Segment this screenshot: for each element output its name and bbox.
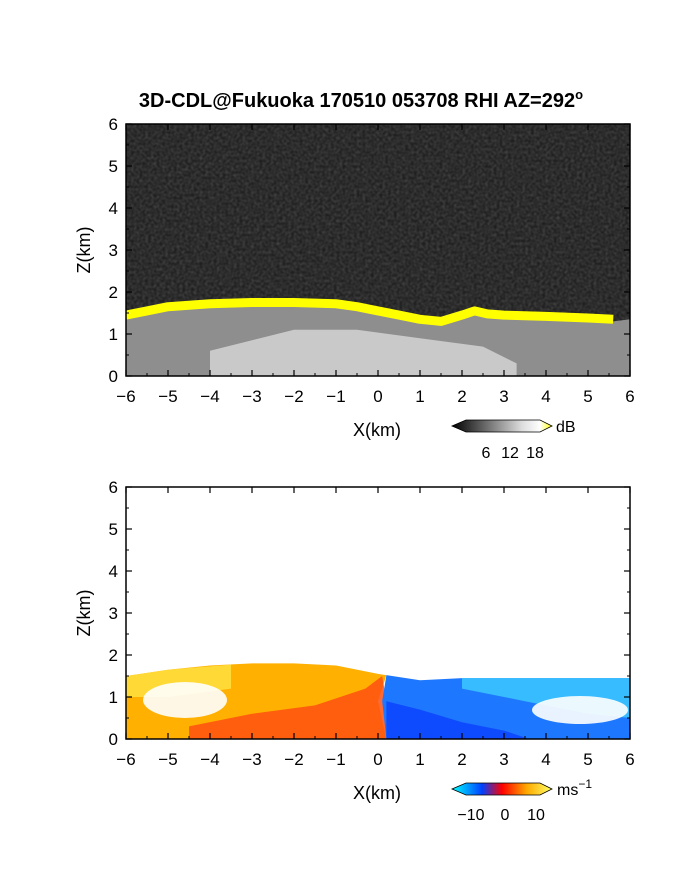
y-tick-label: 5 [109,520,118,539]
x-tick-label: 4 [541,750,550,769]
y-tick-label: 0 [109,730,118,749]
intensity-colorbar: dB 6 12 18 [450,419,576,462]
boundary-layer-bright-core [210,329,517,376]
colorbar-unit: ms−1 [557,777,592,799]
x-tick-label: −3 [242,387,261,406]
x-tick-label: 1 [415,387,424,406]
x-tick-label: 3 [499,387,508,406]
x-tick-label: 5 [583,387,592,406]
y-tick-label: 1 [109,325,118,344]
velocity-colorbar: ms−1 −10 0 10 [450,777,592,824]
y-tick-label: 2 [109,646,118,665]
y-tick-label: 4 [109,199,118,218]
x-tick-label: −4 [200,387,219,406]
negative-velocity-low-region [386,701,530,739]
colorbar-tick: 18 [526,445,544,462]
y-tick-label: 2 [109,283,118,302]
velocity-plot-area [126,487,630,739]
x-axis-label: X(km) [353,783,401,803]
missing-data-gap [532,696,628,724]
colorbar-tick: 0 [501,807,510,824]
chart-title: 3D-CDL@Fukuoka 170510 053708 RHI AZ=292o [139,87,583,112]
x-tick-label: −2 [284,750,303,769]
y-tick-label: 3 [109,604,118,623]
x-tick-label: 2 [457,750,466,769]
x-tick-label: −3 [242,750,261,769]
y-tick-label: 6 [109,115,118,134]
x-tick-label: 3 [499,750,508,769]
y-tick-label: 0 [109,367,118,386]
x-axis-label: X(km) [353,420,401,440]
x-tick-label: 4 [541,387,550,406]
x-tick-label: −2 [284,387,303,406]
x-tick-label: 0 [373,750,382,769]
y-tick-label: 1 [109,688,118,707]
y-tick-label: 6 [109,478,118,497]
x-tick-label: 6 [625,750,634,769]
boundary-layer-top-line [126,298,614,326]
positive-velocity-low-region [189,676,387,739]
missing-data-gap [143,682,227,718]
y-axis-label: Z(km) [74,227,94,274]
x-tick-label: 0 [373,387,382,406]
intensity-plot-area [126,124,630,376]
x-tick-label: −6 [116,387,135,406]
colorbar-tick: 12 [501,445,519,462]
x-tick-label: −6 [116,750,135,769]
x-tick-label: −5 [158,387,177,406]
x-tick-label: 1 [415,750,424,769]
y-tick-label: 4 [109,562,118,581]
colorbar-tick: 10 [527,807,545,824]
y-tick-label: 3 [109,241,118,260]
x-tick-label: −4 [200,750,219,769]
x-tick-label: −1 [326,750,345,769]
x-tick-label: −1 [326,387,345,406]
y-axis-label: Z(km) [74,590,94,637]
x-tick-label: 5 [583,750,592,769]
x-tick-label: 2 [457,387,466,406]
colorbar-unit: dB [556,419,576,436]
y-tick-label: 5 [109,157,118,176]
x-tick-label: −5 [158,750,177,769]
colorbar-tick: 6 [482,445,491,462]
colorbar-tick: −10 [457,807,484,824]
x-tick-label: 6 [625,387,634,406]
